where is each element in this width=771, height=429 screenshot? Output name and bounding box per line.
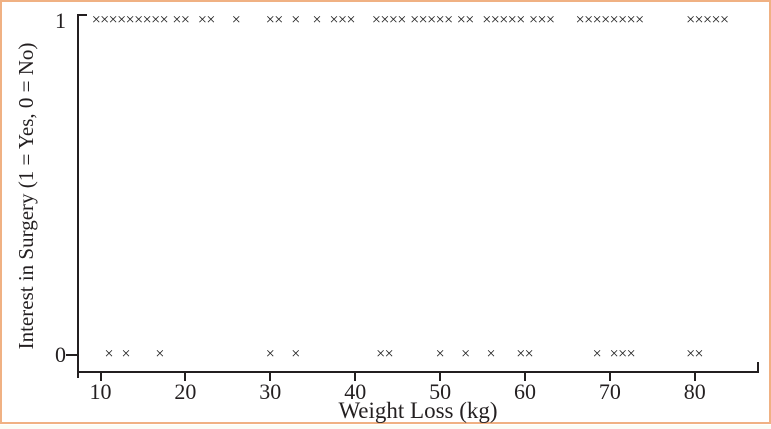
scatter-point: × [694,11,704,29]
scatter-point: × [376,345,386,363]
scatter-point: × [231,11,241,29]
scatter-point: × [465,11,475,29]
scatter-point: × [592,11,602,29]
scatter-point: × [686,345,696,363]
scatter-point: × [206,11,216,29]
x-tick-label-70: 70 [598,379,621,404]
x-tick-label-80: 80 [683,379,706,404]
scatter-point: × [384,345,394,363]
scatter-point: × [601,11,611,29]
x-axis-line [77,371,759,373]
scatter-point: × [172,11,182,29]
scatter-point: × [155,345,165,363]
scatter-point: × [444,11,454,29]
x-tick-20 [184,373,187,381]
scatter-point: × [592,345,602,363]
x-tick-label-60: 60 [514,379,536,404]
scatter-point: × [265,11,275,29]
scatter-point: × [490,11,500,29]
y-tick-0 [66,354,79,356]
scatter-point: × [711,11,721,29]
scatter-point: × [507,11,517,29]
scatter-point: × [274,11,284,29]
y-tick-label-0: 0 [55,342,66,367]
scatter-point: × [121,345,131,363]
scatter-point: × [427,11,437,29]
scatter-point: × [482,11,492,29]
scatter-point: × [265,345,275,363]
x-tick-10 [99,373,102,381]
scatter-point: × [180,11,190,29]
scatter-point: × [524,345,534,363]
scatter-point: × [134,11,144,29]
x-tick-40 [354,373,357,381]
scatter-point: × [545,11,556,29]
page-bottom-strip [0,425,771,429]
y-tick-label-1: 1 [55,8,66,33]
scatter-point: × [142,11,152,29]
scatter-point: × [435,11,445,29]
scatter-point: × [702,11,713,29]
scatter-point: × [575,11,585,29]
scatter-point: × [418,11,428,29]
x-axis-title: Weight Loss (kg) [338,398,498,423]
x-tick-label-10: 10 [89,379,112,404]
scatter-point: × [499,11,509,29]
scatter-point: × [584,11,594,29]
scatter-point: × [486,345,496,363]
scatter-point: × [197,11,207,29]
scatter-point: × [686,11,696,29]
scatter-point: × [380,11,390,29]
scatter-point: × [104,345,114,363]
scatter-point: × [435,345,445,363]
scatter-point: × [371,11,381,29]
scatter-point: × [291,11,301,29]
scatter-point: × [609,345,619,363]
scatter-point: × [159,11,169,29]
scatter-point: × [626,345,636,363]
scatter-point: × [329,11,339,29]
scatter-point: × [410,11,420,29]
y-axis-line [77,14,79,378]
y-axis-top-cap [77,14,87,16]
x-tick-60 [524,373,526,381]
x-axis-end-cap [757,362,759,372]
scatter-point: × [456,11,466,29]
x-tick-80 [693,373,696,381]
scatter-point: × [719,11,730,29]
scatter-point: × [516,345,526,363]
scatter-point: × [337,11,348,29]
scatter-point: × [346,11,356,29]
x-tick-50 [439,373,442,381]
x-tick-label-30: 30 [259,379,282,404]
scatter-point: × [117,11,127,29]
scatter-point: × [91,11,101,29]
scatter-point: × [100,11,110,29]
x-tick-70 [608,373,611,381]
scatter-point: × [528,11,539,29]
x-tick-label-40: 40 [344,379,367,404]
scatter-point: × [626,11,636,29]
scatter-point: × [291,345,301,363]
scatter-point: × [618,11,628,29]
x-tick-label-50: 50 [429,379,452,404]
scatter-point: × [108,11,118,29]
scatter-point: × [537,11,547,29]
scatter-point: × [635,11,645,29]
scatter-point: × [694,345,704,363]
x-tick-label-20: 20 [174,379,197,404]
scatter-point: × [397,11,407,29]
y-axis-title: Interest in Surgery (1 = Yes, 0 = No) [14,42,38,350]
scatter-point: × [516,11,526,29]
scatter-point: × [609,11,619,29]
scatter-point: × [312,11,322,29]
scatter-point: × [151,11,161,29]
x-tick-30 [269,373,272,381]
scatter-point: × [388,11,398,29]
scatter-point: × [461,345,471,363]
scatter-point: × [618,345,628,363]
scatter-point: × [125,11,135,29]
